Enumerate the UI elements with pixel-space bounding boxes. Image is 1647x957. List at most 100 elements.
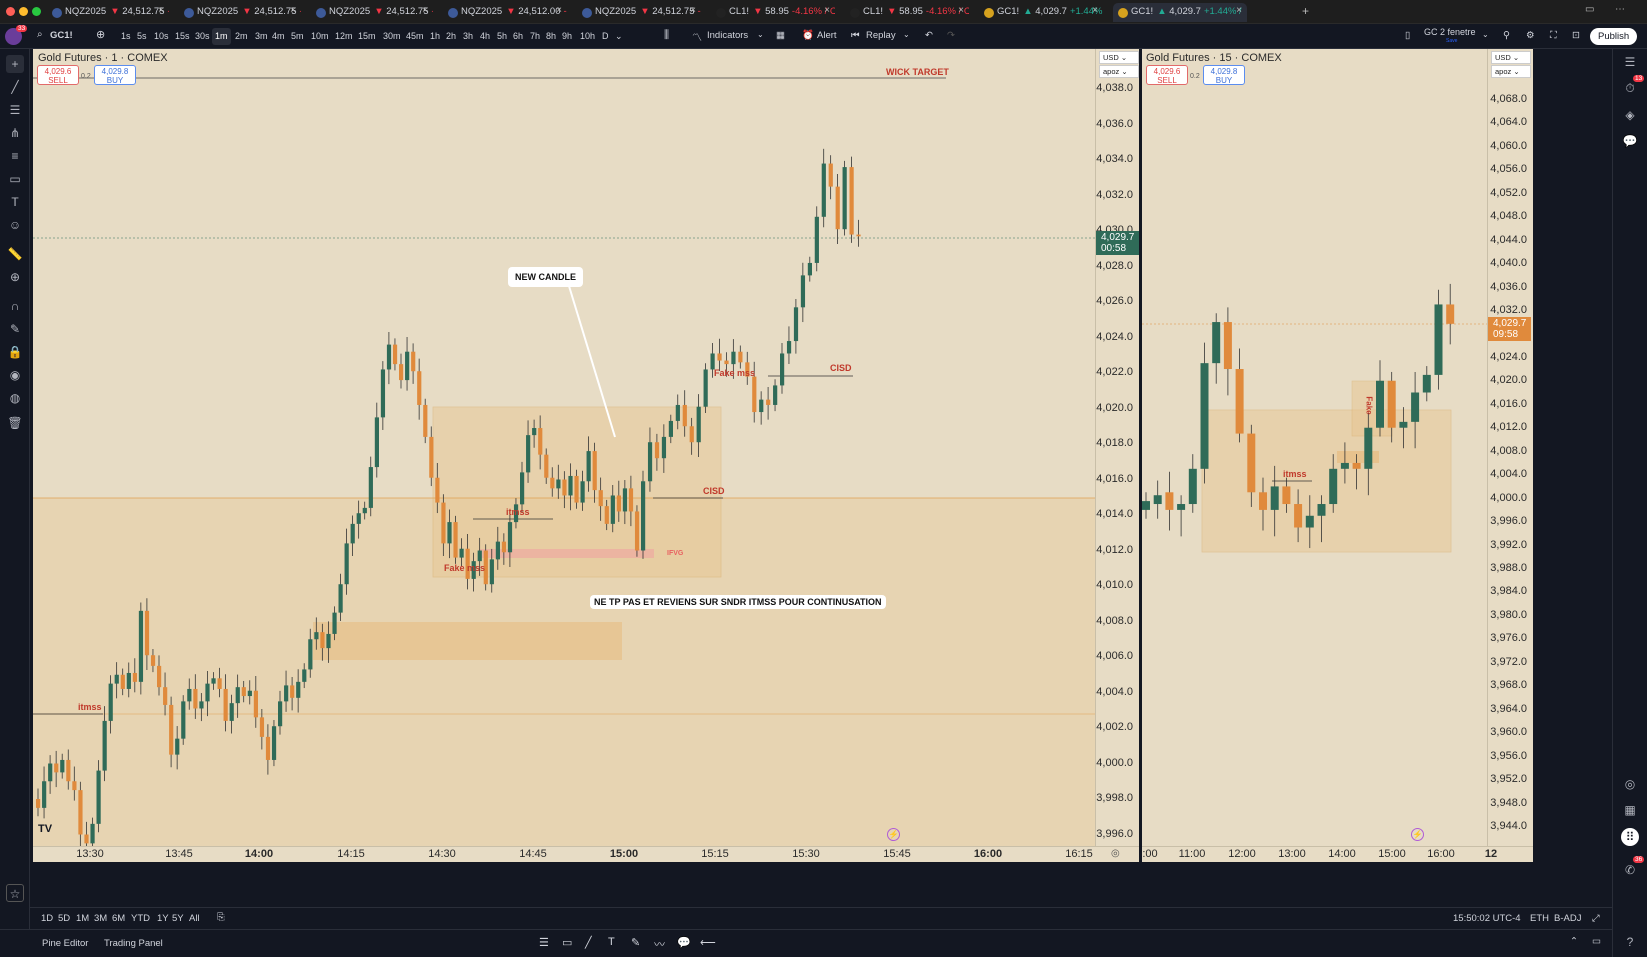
browser-tab[interactable]: NQZ2025▼ 24,512.75-× — [577, 3, 701, 22]
layout-name[interactable]: GC 2 fenetre — [1424, 27, 1476, 37]
trash-icon[interactable]: 🗑 — [7, 416, 23, 430]
more-icon[interactable]: ⋯ — [1615, 4, 1625, 15]
timeframe-10h[interactable]: 10h — [580, 31, 596, 41]
timeframe-D[interactable]: D — [602, 31, 609, 41]
watchlist-icon[interactable]: ☰ — [1624, 55, 1636, 69]
clock[interactable]: 15:50:02 UTC-4 — [1453, 913, 1521, 924]
tab-close-icon[interactable]: × — [690, 5, 696, 16]
range-ytd[interactable]: YTD — [131, 913, 150, 924]
chart-pane-1m[interactable]: Gold Futures · 1 · COMEX 4,029.6 SELL 0.2… — [33, 49, 1095, 846]
timeframe-30s[interactable]: 30s — [195, 31, 210, 41]
browser-tab[interactable]: NQZ2025▼ 24,512.75-0 × — [179, 3, 301, 22]
indicators-button[interactable]: Indicators — [707, 30, 749, 41]
settings-icon[interactable]: ⚙ — [1526, 30, 1535, 41]
crosshair-icon[interactable]: + — [6, 55, 24, 73]
undo-icon[interactable]: ↶ — [925, 30, 933, 41]
layout-dropdown-icon[interactable]: ⌄ — [1482, 30, 1489, 39]
pencil-lock-icon[interactable]: ✎ — [9, 322, 21, 336]
apps-icon[interactable]: ⠿ — [1621, 828, 1639, 846]
price-axis-15m[interactable]: USD ⌄ apoz ⌄ 4,068.0 4,064.0 4,060.0 4,056.… — [1487, 49, 1533, 846]
candle-type-icon[interactable]: ⫼ — [664, 29, 670, 41]
timeframe-15m[interactable]: 15m — [358, 31, 376, 41]
ruler-icon[interactable]: 📏 — [7, 247, 23, 261]
maximize-icon[interactable]: ⤢ — [1592, 913, 1600, 924]
collapse-panel-icon[interactable]: ⌃ — [1570, 936, 1578, 947]
session-toggle[interactable]: ETH — [1530, 913, 1549, 924]
sell-button[interactable]: 4,029.6 SELL — [37, 65, 79, 85]
range-6m[interactable]: 6M — [112, 913, 126, 924]
alert-icon[interactable]: ⏰ — [802, 30, 814, 41]
browser-tab[interactable]: CL1! ▼ 58.95 -4.16% / C × — [845, 3, 969, 22]
rectangle-icon[interactable]: ▭ — [9, 172, 21, 186]
unit-select[interactable]: apoz ⌄ — [1491, 65, 1531, 78]
lines-icon[interactable]: ☰ — [539, 937, 549, 949]
comment-icon[interactable]: 💬 — [677, 937, 691, 949]
quick-search-icon[interactable]: ⚲ — [1503, 30, 1510, 41]
tab-close-icon[interactable]: × — [824, 5, 830, 16]
text-icon[interactable]: T — [11, 195, 19, 209]
maximize-window-button[interactable] — [32, 7, 41, 16]
new-tab-button[interactable]: + — [1302, 4, 1310, 18]
buy-button[interactable]: 4,029.8 BUY — [94, 65, 136, 85]
globe-icon[interactable]: ◍ — [9, 391, 21, 405]
sell-button[interactable]: 4,029.6 SELL — [1146, 65, 1188, 85]
range-all[interactable]: All — [189, 913, 200, 924]
timeframe-12m[interactable]: 12m — [335, 31, 353, 41]
timeframe-3h[interactable]: 3h — [463, 31, 474, 41]
replay-button[interactable]: Replay — [866, 30, 896, 41]
target-icon[interactable]: ◎ — [1624, 777, 1636, 791]
symbol-search[interactable]: GC1! — [50, 30, 73, 41]
path-icon[interactable]: 〰 — [654, 939, 665, 951]
time-axis-15m[interactable]: :00 11:00 12:00 13:00 14:00 15:00 16:00 12 — [1142, 846, 1533, 862]
range-5d[interactable]: 5D — [58, 913, 71, 924]
replay-icon[interactable]: ⏮ — [851, 30, 860, 41]
timeframe-4m[interactable]: 4m — [272, 31, 285, 41]
replay-dropdown-icon[interactable]: ⌄ — [903, 30, 910, 39]
range-5y[interactable]: 5Y — [172, 913, 184, 924]
timeframe-1m[interactable]: 1m — [212, 28, 231, 45]
restore-panel-icon[interactable]: ▭ — [1592, 936, 1601, 947]
price-axis-1m[interactable]: USD ⌄ apoz ⌄ 4,038.0 4,036.0 4,034.0 4,032.… — [1095, 49, 1140, 846]
goto-date-icon[interactable]: ⎘ — [217, 912, 225, 923]
buy-button[interactable]: 4,029.8 BUY — [1203, 65, 1245, 85]
search-icon[interactable]: ⌕ — [37, 29, 43, 40]
notifications-icon[interactable]: ✆ — [1624, 863, 1636, 877]
indicators-icon[interactable]: 〽 — [692, 33, 702, 44]
tab-close-icon[interactable]: × — [422, 5, 428, 16]
time-axis-1m[interactable]: 13:30 13:45 14:00 14:15 14:30 14:45 15:00 15:15… — [33, 846, 1139, 862]
emoji-icon[interactable]: ☺ — [8, 218, 22, 232]
timeframe-5s[interactable]: 5s — [137, 31, 147, 41]
brush-icon[interactable]: ✎ — [631, 937, 641, 949]
zoom-icon[interactable]: ⊕ — [9, 270, 21, 284]
browser-tab[interactable]: CL1! ▼ 58.95 -4.16% / C × — [711, 3, 835, 22]
timeframe-4h[interactable]: 4h — [480, 31, 491, 41]
timeframe-45m[interactable]: 45m — [406, 31, 424, 41]
favorites-star-icon[interactable]: ☆ — [6, 884, 24, 902]
browser-tab[interactable]: GC1!▲ 4,029.7+1.44% / × — [1113, 3, 1247, 22]
timeframe-1s[interactable]: 1s — [121, 31, 131, 41]
browser-tab[interactable]: NQZ2025 ▼ 24,512.00- × — [443, 3, 567, 22]
indicators-dropdown-icon[interactable]: ⌄ — [757, 30, 764, 39]
screenshot-icon[interactable]: ⊡ — [1572, 30, 1580, 41]
chart-pane-15m[interactable]: Gold Futures · 15 · COMEX 4,029.6 SELL 0.… — [1142, 49, 1487, 846]
publish-button[interactable]: Publish — [1590, 28, 1638, 45]
browser-tab[interactable]: GC1!▲ 4,029.7+1.44% / × — [979, 3, 1103, 22]
lightning-icon[interactable]: ⚡ — [887, 828, 900, 841]
timeframe-3m[interactable]: 3m — [255, 31, 268, 41]
tab-close-icon[interactable]: × — [556, 5, 562, 16]
timeframe-5m[interactable]: 5m — [291, 31, 304, 41]
pine-editor-tab[interactable]: Pine Editor — [42, 938, 89, 949]
alert-button[interactable]: Alert — [817, 30, 837, 41]
trading-panel-tab[interactable]: Trading Panel — [104, 938, 163, 949]
tab-close-icon[interactable]: × — [290, 5, 296, 16]
redo-icon[interactable]: ↷ — [947, 30, 955, 41]
timeframe-30m[interactable]: 30m — [383, 31, 401, 41]
tab-close-icon[interactable]: × — [158, 5, 164, 16]
minimize-window-button[interactable] — [19, 7, 28, 16]
timeframe-dropdown-icon[interactable]: ⌄ — [615, 31, 623, 41]
pane-divider[interactable] — [1139, 49, 1142, 862]
layouts-icon[interactable]: ▦ — [776, 30, 785, 41]
horizontal-lines-icon[interactable]: ☰ — [9, 103, 21, 117]
tab-close-icon[interactable]: × — [1092, 5, 1098, 16]
ray-icon[interactable]: ⟵ — [700, 937, 716, 949]
